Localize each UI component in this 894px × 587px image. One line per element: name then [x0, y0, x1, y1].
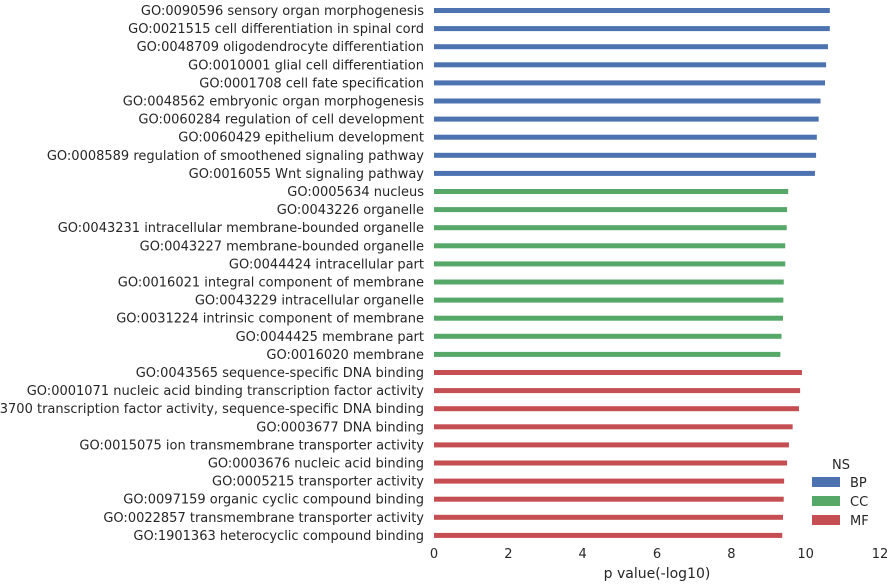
bar-19	[434, 333, 782, 339]
bar-25	[434, 442, 789, 448]
bar-30	[434, 532, 783, 538]
bar-3	[434, 44, 828, 50]
category-label-9: GO:0008589 regulation of smoothened sign…	[47, 149, 424, 164]
category-label-3: GO:0048709 oligodendrocyte differentiati…	[137, 40, 424, 55]
legend-label-mf: MF	[850, 514, 869, 529]
category-label-18: GO:0031224 intrinsic component of membra…	[116, 312, 424, 327]
bar-22	[434, 388, 801, 394]
bar-27	[434, 478, 785, 484]
bar-12	[434, 207, 788, 213]
bar-9	[434, 152, 817, 158]
bar-23	[434, 406, 799, 412]
legend-swatch-cc	[812, 496, 840, 506]
legend-swatch-mf	[812, 515, 840, 525]
bar-15	[434, 261, 786, 267]
bar-5	[434, 80, 825, 86]
category-label-30: GO:1901363 heterocyclic compound binding	[133, 529, 424, 544]
category-label-6: GO:0048562 embryonic organ morphogenesis	[123, 95, 424, 110]
category-label-20: GO:0016020 membrane	[266, 348, 424, 363]
category-label-4: GO:0010001 glial cell differentiation	[188, 58, 424, 73]
bar-20	[434, 351, 781, 357]
bar-14	[434, 243, 786, 249]
category-label-12: GO:0043226 organelle	[277, 203, 424, 218]
x-tick-label-12: 12	[872, 547, 889, 562]
bar-7	[434, 116, 819, 122]
category-label-19: GO:0044425 membrane part	[236, 330, 424, 345]
legend-label-cc: CC	[850, 495, 868, 510]
x-axis-label: p value(-log10)	[604, 566, 711, 582]
bar-18	[434, 315, 783, 321]
bar-8	[434, 134, 817, 140]
bar-1	[434, 8, 830, 13]
x-tick-label-10: 10	[797, 547, 814, 562]
category-label-2: GO:0021515 cell differentiation in spina…	[128, 22, 424, 37]
bar-13	[434, 225, 787, 231]
bar-4	[434, 62, 827, 68]
bar-29	[434, 514, 783, 520]
category-label-26: GO:0003676 nucleic acid binding	[208, 457, 424, 472]
bar-21	[434, 370, 802, 375]
category-label-14: GO:0043227 membrane-bounded organelle	[140, 239, 424, 254]
category-label-29: GO:0022857 transmembrane transporter act…	[103, 511, 424, 526]
x-tick-label-8: 8	[727, 547, 735, 562]
x-tick-label-4: 4	[579, 547, 587, 562]
x-tick-label-6: 6	[653, 547, 661, 562]
category-label-16: GO:0016021 integral component of membran…	[118, 276, 424, 291]
category-label-21: GO:0043565 sequence-specific DNA binding	[136, 366, 424, 381]
legend-swatch-bp	[812, 477, 840, 487]
bar-11	[434, 189, 789, 194]
legend: NS BP CC MF	[812, 458, 869, 529]
category-label-15: GO:0044424 intracellular part	[229, 257, 424, 272]
x-tick-label-0: 0	[430, 547, 438, 562]
bar-26	[434, 460, 788, 466]
bar-28	[434, 496, 784, 502]
category-label-23: GO:0003700 transcription factor activity…	[0, 402, 424, 417]
category-label-8: GO:0060429 epithelium development	[178, 131, 424, 146]
bar-2	[434, 26, 830, 32]
bar-16	[434, 279, 784, 285]
bar-6	[434, 98, 821, 104]
bars-group	[434, 8, 830, 538]
legend-label-bp: BP	[850, 476, 867, 491]
category-labels: GO:0090596 sensory organ morphogenesis GO…	[0, 4, 424, 544]
category-label-27: GO:0005215 transporter activity	[212, 475, 424, 490]
category-label-10: GO:0016055 Wnt signaling pathway	[189, 167, 425, 182]
bar-17	[434, 297, 784, 303]
category-label-5: GO:0001708 cell fate specification	[199, 76, 424, 91]
category-label-22: GO:0001071 nucleic acid binding transcri…	[27, 384, 425, 399]
x-tick-label-2: 2	[504, 547, 512, 562]
legend-title: NS	[832, 458, 850, 473]
bar-24	[434, 424, 793, 430]
x-axis-ticks: 0 2 4 6 8 10 12	[430, 547, 888, 562]
category-label-25: GO:0015075 ion transmembrane transporter…	[79, 438, 424, 453]
category-label-11: GO:0005634 nucleus	[287, 185, 424, 200]
category-label-28: GO:0097159 organic cyclic compound bindi…	[123, 493, 424, 508]
category-label-7: GO:0060284 regulation of cell developmen…	[138, 113, 424, 128]
legend-items: BP CC MF	[812, 476, 869, 529]
category-label-17: GO:0043229 intracellular organelle	[195, 294, 424, 309]
category-label-24: GO:0003677 DNA binding	[256, 420, 424, 435]
category-label-13: GO:0043231 intracellular membrane-bounde…	[58, 221, 424, 236]
category-label-1: GO:0090596 sensory organ morphogenesis	[141, 4, 424, 19]
bar-10	[434, 170, 815, 176]
